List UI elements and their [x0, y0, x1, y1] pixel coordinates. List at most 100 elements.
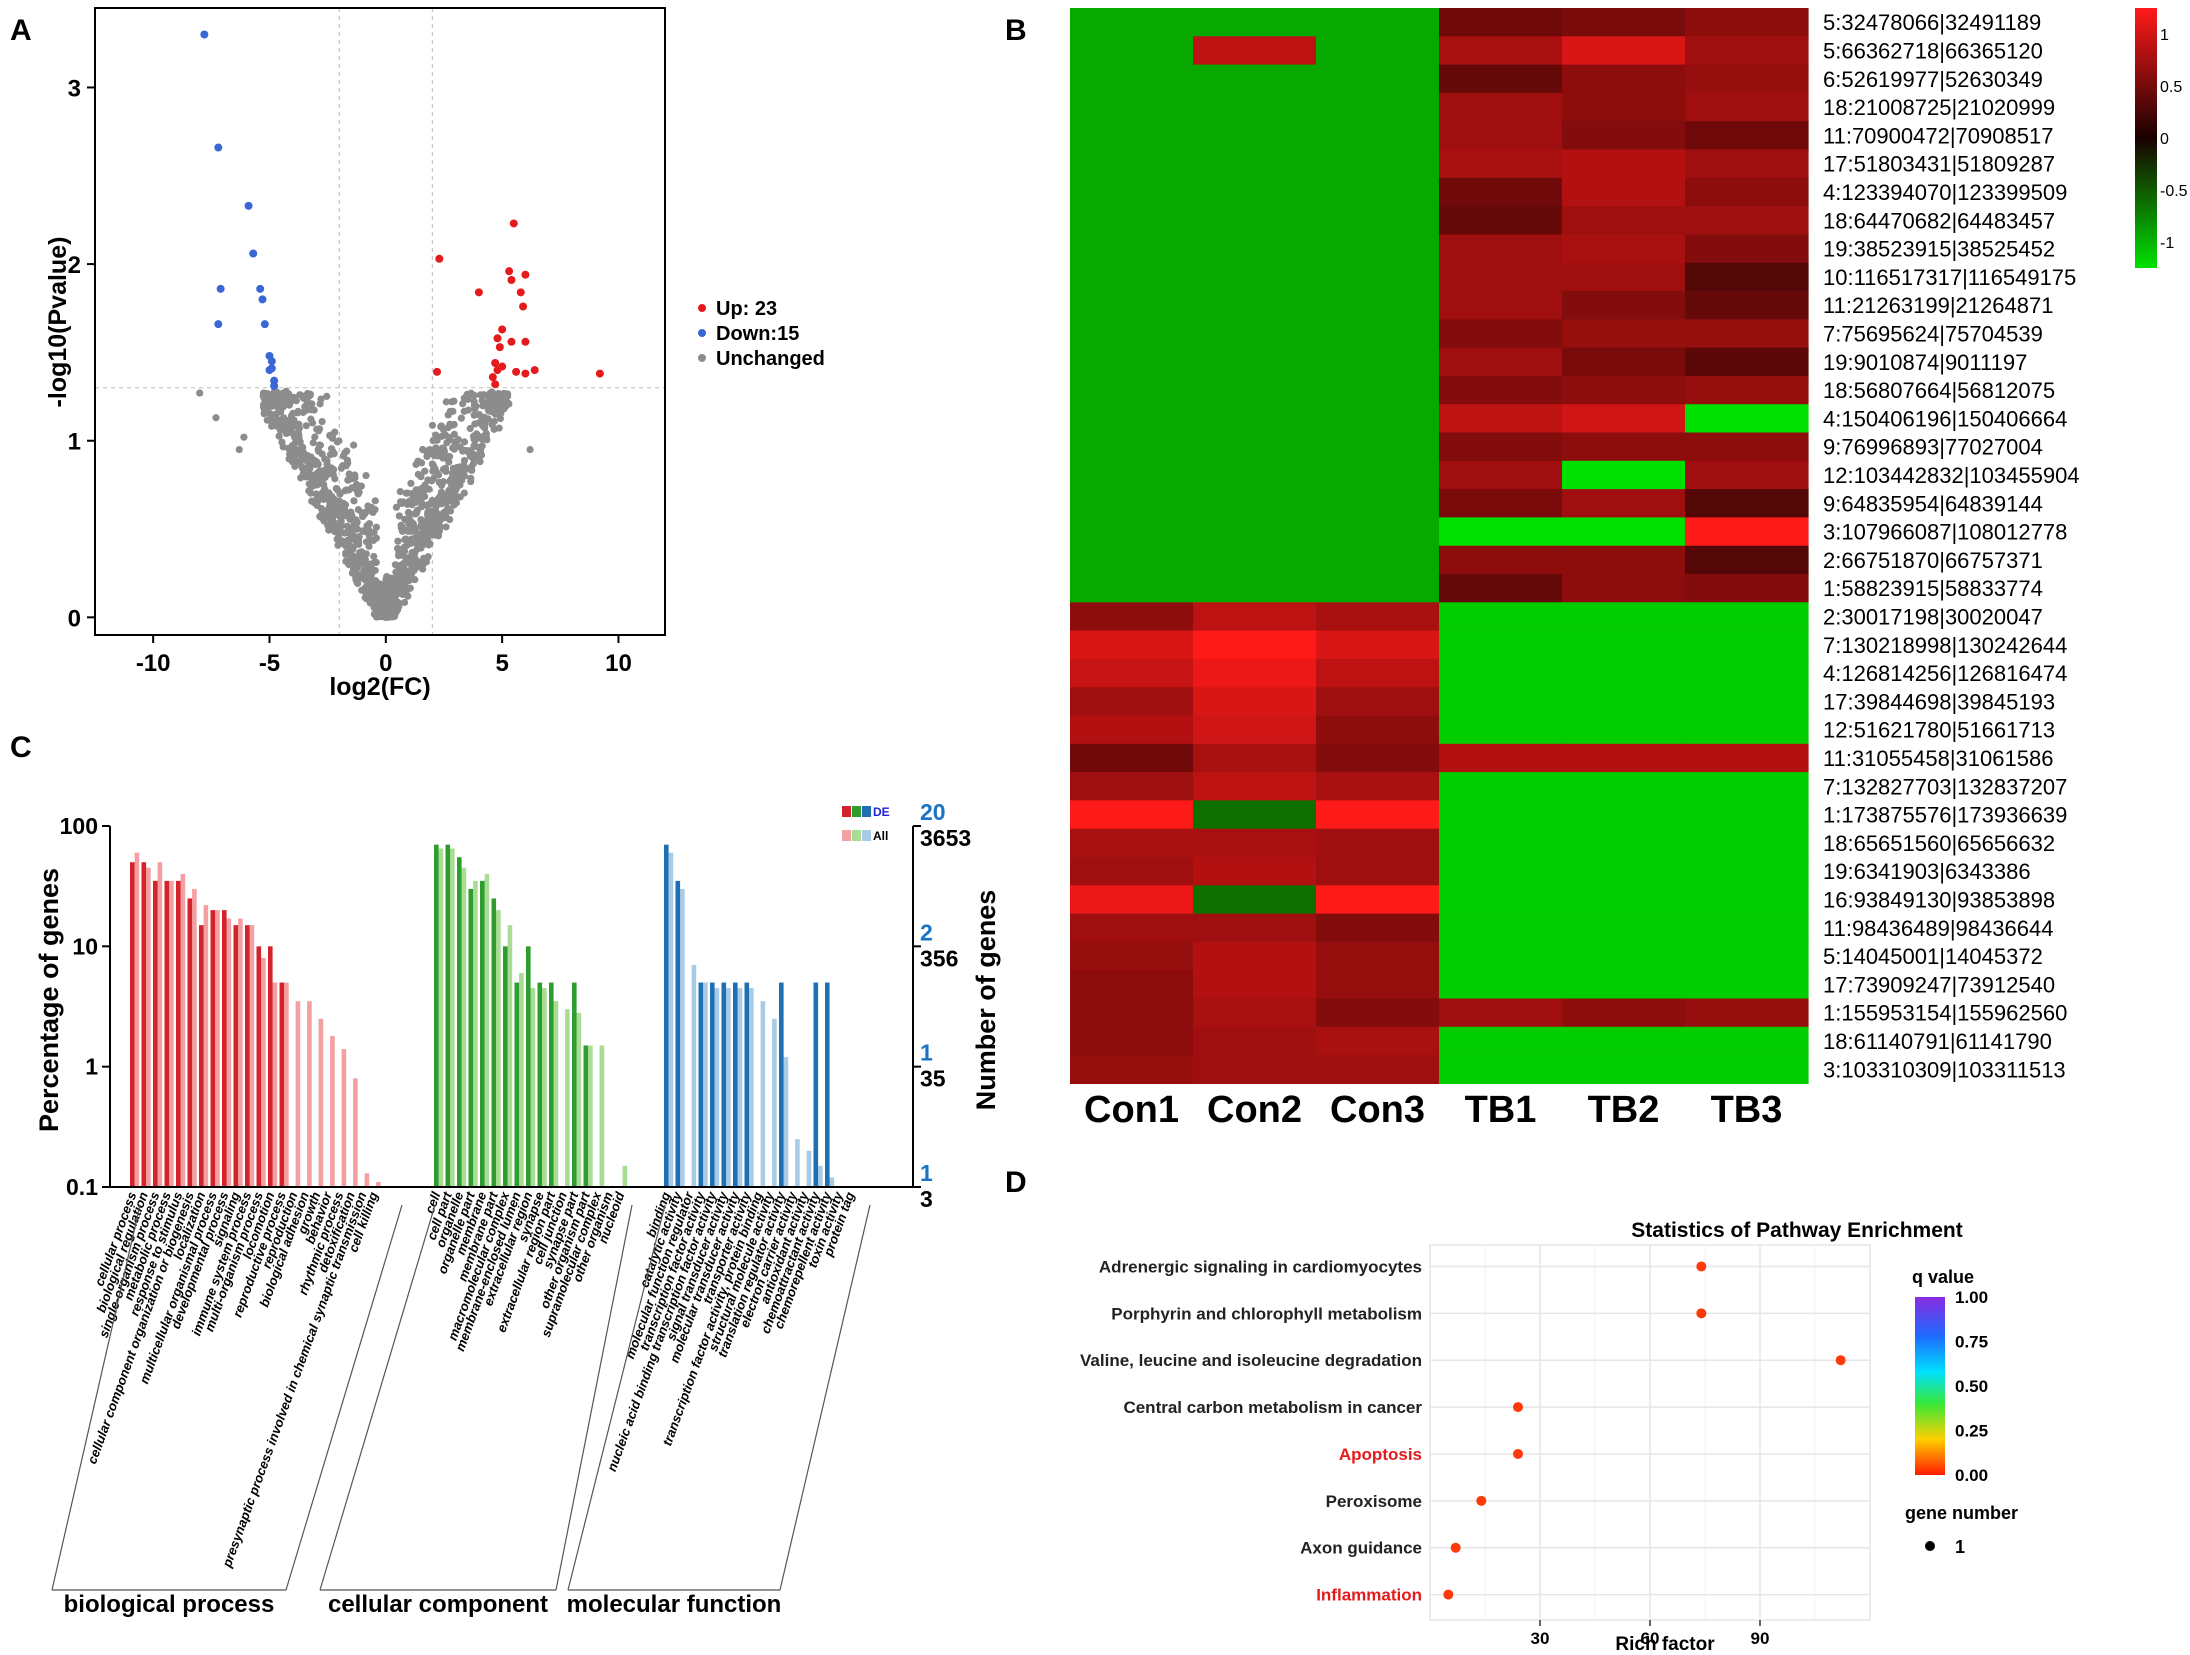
go-bar-all — [553, 1001, 559, 1187]
heatmap-row-label: 17:73909247|73912540 — [1823, 972, 2055, 997]
pathway-point — [1696, 1261, 1707, 1272]
down-point — [265, 366, 274, 375]
unchanged-point — [391, 583, 400, 591]
go-bar-de — [491, 898, 497, 1187]
down-point — [256, 284, 265, 293]
heatmap-row-label: 7:75695624|75704539 — [1823, 321, 2043, 346]
unchanged-point — [362, 595, 371, 603]
unchanged-point — [308, 419, 317, 427]
heatmap-row-label: 3:107966087|108012778 — [1823, 520, 2067, 545]
heatmap-cell — [1193, 1026, 1317, 1056]
heatmap-cell — [1193, 291, 1317, 320]
heatmap-cell — [1562, 206, 1686, 235]
go-bar-all — [714, 988, 720, 1187]
go-left-tick-label: 10 — [72, 933, 98, 959]
go-bar-all — [226, 918, 232, 1187]
unchanged-point — [358, 586, 366, 594]
down-point — [258, 295, 267, 304]
heatmap-cell — [1685, 1026, 1809, 1056]
heatmap-cell — [1685, 715, 1809, 745]
pathway-point — [1443, 1589, 1454, 1600]
go-bar-all — [203, 905, 209, 1187]
go-right-de-tick-label: 1 — [920, 1040, 933, 1066]
heatmap-cell — [1193, 375, 1317, 405]
go-bar-de — [825, 982, 830, 1187]
unchanged-point — [291, 438, 300, 447]
unchanged-point — [304, 399, 313, 407]
go-bar-all — [473, 880, 478, 1187]
unchanged-point — [485, 407, 493, 415]
heatmap-cell — [1685, 574, 1809, 603]
heatmap-cell — [1070, 687, 1194, 717]
heatmap-cell — [1070, 432, 1194, 462]
up-point — [474, 288, 483, 297]
heatmap-cell — [1685, 121, 1809, 151]
volcano-x-tick-label: 0 — [379, 650, 392, 677]
go-bar-all — [261, 957, 266, 1187]
heatmap-cell — [1070, 177, 1194, 207]
unchanged-point — [319, 506, 327, 514]
unchanged-point — [307, 406, 315, 414]
heatmap-cell — [1685, 545, 1809, 575]
go-legend-de-swatch-mf — [862, 806, 871, 817]
heatmap-cell — [1685, 885, 1809, 915]
heatmap-cell — [1070, 602, 1194, 632]
heatmap-row-label: 17:51803431|51809287 — [1823, 152, 2055, 177]
volcano-threshold-lines — [95, 8, 665, 635]
unchanged-point — [396, 487, 404, 496]
unchanged-point — [436, 449, 444, 457]
up-point — [509, 219, 518, 228]
unchanged-point — [443, 505, 451, 514]
heatmap-cell — [1439, 262, 1563, 292]
unchanged-point — [429, 467, 437, 475]
unchanged-point — [491, 410, 499, 418]
heatmap-row-label: 12:51621780|51661713 — [1823, 718, 2055, 743]
go-bar-de — [434, 844, 439, 1187]
heatmap-row-labels: 5:32478066|32491189 5:66362718|66365120 6:… — [1823, 10, 2080, 1082]
heatmap-cell — [1562, 517, 1686, 547]
heatmap-cell — [1316, 658, 1440, 688]
unchanged-point — [405, 553, 413, 562]
unchanged-point — [437, 422, 445, 430]
heatmap-row-label: 4:123394070|123399509 — [1823, 180, 2067, 205]
heatmap-cell — [1070, 1026, 1194, 1056]
unchanged-point — [457, 414, 465, 422]
heatmap-row-label: 12:103442832|103455904 — [1823, 463, 2080, 488]
go-right-de-tick-label: 20 — [920, 799, 946, 825]
heatmap-column-label: Con2 — [1207, 1089, 1302, 1131]
heatmap-cell — [1316, 319, 1440, 349]
unchanged-point — [313, 425, 321, 433]
heatmap-cell — [1439, 602, 1563, 632]
up-point — [521, 270, 530, 279]
heatmap-cell — [1193, 234, 1317, 264]
heatmap-cell — [1439, 460, 1563, 490]
heatmap-cell — [1562, 64, 1686, 94]
unchanged-point — [262, 393, 270, 402]
pathway-label: Apoptosis — [1339, 1445, 1422, 1464]
go-bracket-left — [319, 1204, 436, 1591]
volcano-y-tick-label: 2 — [68, 252, 81, 279]
unchanged-point — [402, 591, 411, 599]
heatmap-cell — [1439, 800, 1563, 830]
unchanged-point — [412, 490, 420, 498]
heatmap-cell — [1562, 602, 1686, 632]
go-bar-all — [519, 973, 524, 1187]
up-point — [507, 337, 516, 346]
go-bar-de — [268, 946, 273, 1187]
legend-down-label: Down:15 — [716, 323, 799, 345]
heatmap-cell — [1562, 885, 1686, 915]
volcano-plot-frame — [94, 7, 666, 636]
unchanged-point — [442, 398, 450, 406]
pathway-labels: Adrenergic signaling in cardiomyocytes Po… — [1080, 1257, 1422, 1604]
heatmap-cell — [1562, 970, 1686, 1000]
heatmap-cell — [1316, 489, 1440, 518]
unchanged-point — [315, 475, 323, 483]
heatmap-cell — [1439, 517, 1563, 547]
go-bar-all — [565, 1009, 570, 1187]
go-legend-de-label: DE — [873, 805, 890, 819]
unchanged-point — [395, 512, 403, 520]
unchanged-point — [441, 431, 450, 439]
heatmap-cell — [1316, 64, 1440, 94]
unchanged-point — [336, 490, 344, 498]
